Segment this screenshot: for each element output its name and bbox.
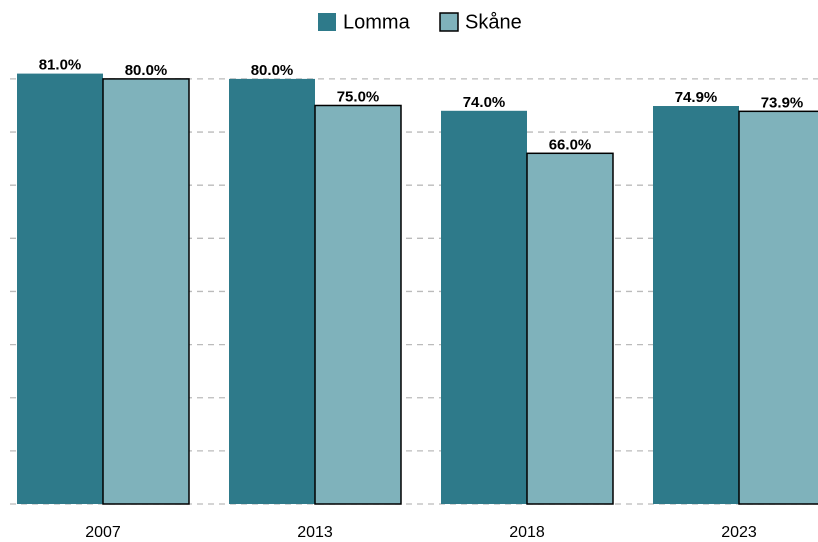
- x-tick-label: 2023: [721, 524, 757, 541]
- bar: [229, 78, 315, 504]
- value-label: 66.0%: [549, 136, 592, 153]
- value-label: 75.0%: [337, 88, 380, 105]
- x-tick-label: 2007: [85, 524, 121, 541]
- bar: [314, 104, 402, 505]
- bar: [441, 110, 527, 504]
- bar: [738, 110, 818, 505]
- x-tick-label: 2013: [297, 524, 333, 541]
- legend-swatch: [439, 12, 459, 32]
- value-label: 81.0%: [39, 57, 82, 74]
- value-label: 80.0%: [125, 62, 168, 79]
- x-tick-label: 2018: [509, 524, 545, 541]
- value-label: 80.0%: [251, 62, 294, 79]
- bar: [17, 73, 103, 505]
- value-label: 74.9%: [675, 89, 718, 106]
- legend-label: Skåne: [465, 11, 522, 33]
- value-label: 73.9%: [761, 94, 804, 111]
- value-label: 74.0%: [463, 94, 506, 111]
- legend-label: Lomma: [343, 11, 411, 33]
- bar: [653, 106, 739, 504]
- bar: [102, 78, 190, 505]
- legend-swatch: [318, 13, 336, 31]
- bar: [526, 152, 614, 505]
